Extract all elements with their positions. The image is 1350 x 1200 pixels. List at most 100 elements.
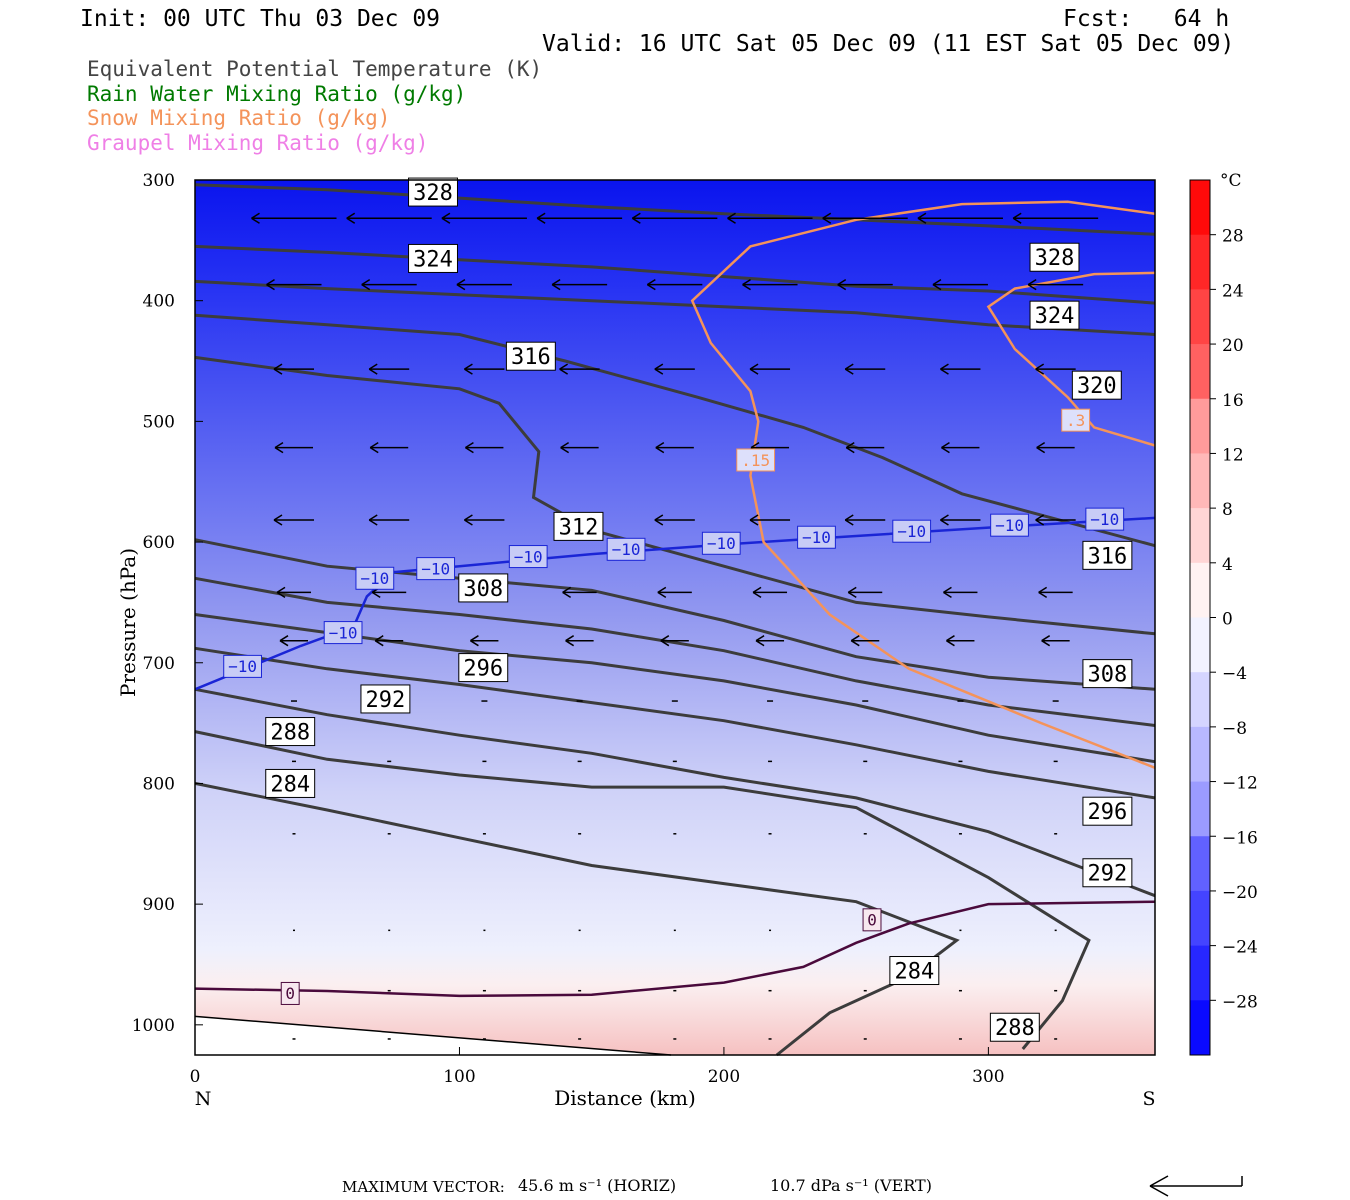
contour-label-text: 0 bbox=[867, 911, 877, 930]
contour-label: −10 bbox=[797, 525, 836, 549]
contour-label: 328 bbox=[408, 177, 458, 207]
theta-e-contour bbox=[194, 646, 1156, 800]
contour-label-text: 284 bbox=[894, 959, 934, 984]
wind-vector bbox=[752, 586, 788, 599]
colorbar-swatch bbox=[1190, 508, 1210, 564]
contour-label-text: −10 bbox=[1090, 510, 1119, 529]
contour-label: −10 bbox=[223, 654, 262, 678]
colorbar-swatch bbox=[1190, 945, 1210, 1001]
contour-label: 288 bbox=[989, 1012, 1040, 1042]
contour-label: −10 bbox=[701, 531, 741, 555]
contour-label-text: −10 bbox=[802, 528, 831, 547]
wind-vector bbox=[943, 586, 978, 599]
wind-vector bbox=[361, 279, 417, 291]
contour-label: −10 bbox=[323, 621, 363, 645]
y-tick-label: 700 bbox=[143, 654, 175, 674]
wind-vector bbox=[1012, 212, 1099, 224]
wind-vector bbox=[368, 514, 410, 526]
contour-label-text: 328 bbox=[413, 181, 453, 206]
contour-label: 316 bbox=[505, 341, 556, 371]
contour-label-text: 288 bbox=[995, 1016, 1035, 1041]
contour-label-text: .3 bbox=[1066, 411, 1085, 430]
y-tick-label: 800 bbox=[143, 774, 175, 794]
contour-label-text: 296 bbox=[1088, 800, 1128, 825]
contour-label-text: 316 bbox=[1088, 544, 1128, 569]
contour-label: −10 bbox=[892, 519, 932, 543]
colorbar-swatch bbox=[1190, 617, 1210, 673]
contour-label-text: −10 bbox=[360, 569, 389, 588]
contour-label-text: 308 bbox=[1088, 663, 1128, 688]
colorbar-label: 4 bbox=[1222, 555, 1233, 575]
wind-vector bbox=[273, 514, 315, 526]
contour-label-text: −10 bbox=[329, 623, 358, 642]
contour-label: 284 bbox=[265, 768, 316, 798]
contour-label-text: 284 bbox=[270, 772, 310, 797]
wind-vector bbox=[565, 635, 594, 647]
colorbar-label: −4 bbox=[1222, 664, 1247, 684]
wind-vector bbox=[1038, 586, 1073, 599]
wind-vector bbox=[1041, 635, 1070, 647]
contour-label-text: −10 bbox=[897, 522, 926, 541]
theta-e-contour bbox=[194, 687, 1156, 898]
colorbar-swatch bbox=[1190, 726, 1210, 783]
contour-label: .15 bbox=[736, 448, 776, 472]
contour-label-text: 328 bbox=[1035, 246, 1075, 271]
colorbar-label: −8 bbox=[1222, 719, 1247, 739]
colorbar-swatch bbox=[1190, 781, 1210, 837]
legend-entry: Equivalent Potential Temperature (K) bbox=[87, 57, 543, 81]
wind-vector bbox=[941, 441, 980, 454]
wind-vector bbox=[660, 635, 689, 647]
contour-label: 296 bbox=[458, 653, 509, 683]
wind-vector bbox=[940, 514, 981, 526]
x-tick-label: 200 bbox=[708, 1067, 740, 1087]
contour-label-text: −10 bbox=[228, 657, 257, 676]
contour-label-text: −10 bbox=[612, 540, 641, 559]
contour-label-text: 316 bbox=[511, 345, 551, 370]
contour-label: 292 bbox=[1082, 858, 1133, 888]
theta-e-contour bbox=[194, 244, 1156, 305]
wind-vector bbox=[654, 514, 695, 526]
y-tick-label: 300 bbox=[143, 171, 175, 191]
x-axis-label: Distance (km) bbox=[554, 1086, 696, 1110]
wind-vector bbox=[850, 635, 880, 647]
y-tick-label: 600 bbox=[143, 533, 175, 553]
wind-vector bbox=[844, 514, 886, 526]
contour-label: 328 bbox=[1029, 242, 1080, 272]
wind-vector bbox=[464, 514, 505, 526]
colorbar bbox=[1189, 179, 1216, 1056]
wind-vector bbox=[845, 441, 885, 454]
contour-label-text: −10 bbox=[995, 516, 1024, 535]
x-tick-label: 100 bbox=[443, 1067, 475, 1087]
wind-vector bbox=[837, 279, 893, 291]
contour-label-text: 0 bbox=[285, 984, 295, 1003]
wind-vector bbox=[266, 279, 322, 291]
contour-label: 324 bbox=[408, 243, 458, 273]
plot-frame bbox=[194, 179, 1156, 1056]
theta-e-contour bbox=[194, 538, 1156, 691]
wind-vector bbox=[251, 212, 337, 224]
wind-vector bbox=[559, 363, 600, 375]
wind-vector bbox=[631, 212, 718, 224]
contour-label: −10 bbox=[1085, 507, 1125, 531]
wind-vector bbox=[456, 279, 512, 291]
x-end-label-north: N bbox=[195, 1088, 212, 1110]
y-tick-label: 500 bbox=[143, 412, 175, 432]
contour-label: 320 bbox=[1071, 370, 1122, 400]
wind-vector bbox=[844, 363, 886, 375]
contour-label-text: 292 bbox=[366, 688, 406, 713]
wind-vector bbox=[755, 635, 785, 647]
y-tick-label: 900 bbox=[143, 895, 175, 915]
contour-label-text: 308 bbox=[463, 577, 503, 602]
contour-label-text: .15 bbox=[741, 451, 770, 470]
wind-vector bbox=[369, 441, 409, 454]
wind-vector bbox=[441, 212, 527, 224]
colorbar-label: 24 bbox=[1222, 281, 1244, 301]
wind-vector bbox=[465, 441, 504, 454]
terrain-line bbox=[194, 1015, 672, 1056]
wind-vector bbox=[946, 635, 975, 647]
legend-entry: Rain Water Mixing Ratio (g/kg) bbox=[87, 81, 467, 106]
wind-vector bbox=[1035, 514, 1076, 526]
colorbar-swatch bbox=[1190, 562, 1210, 618]
contour-label: 316 bbox=[1082, 540, 1133, 570]
contour-label-text: 320 bbox=[1077, 374, 1117, 399]
